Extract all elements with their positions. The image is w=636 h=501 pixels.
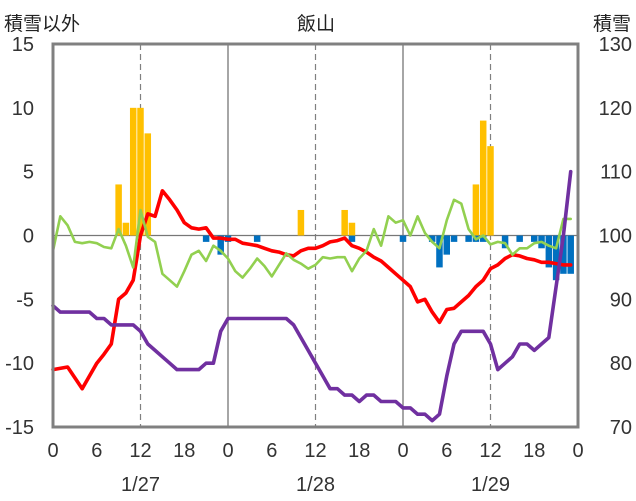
x-tick-label: 0 xyxy=(397,440,408,462)
y-tick-label-right: 100 xyxy=(599,226,632,248)
y-tick-label-right: 70 xyxy=(610,417,632,439)
y-tick-label-left: -5 xyxy=(16,289,34,311)
x-tick-label: 6 xyxy=(91,440,102,462)
day-labels: 1/27 1/28 1/29 xyxy=(121,474,510,496)
y-tick-label-left: 15 xyxy=(12,34,34,56)
y-tick-label-right: 120 xyxy=(599,98,632,120)
y-tick-label-right: 90 xyxy=(610,289,632,311)
snowfall-bar xyxy=(129,107,137,236)
snow-change-bar xyxy=(545,235,553,268)
snowfall-bar xyxy=(479,120,487,236)
y-tick-label-left: 10 xyxy=(12,98,34,120)
snow-change-bar xyxy=(217,235,224,255)
depth-series-line xyxy=(51,169,573,423)
temp-series-line xyxy=(51,189,573,391)
x-tick-label: 0 xyxy=(572,440,583,462)
snow-change-bar xyxy=(552,235,560,281)
x-tick-label: 6 xyxy=(441,440,452,462)
snow-change-bar xyxy=(567,235,574,274)
snow-change-bar xyxy=(450,235,458,242)
snow-change-bar xyxy=(531,235,538,242)
snow-change-bar xyxy=(465,235,472,242)
day-label: 1/28 xyxy=(296,474,335,496)
snow-change-bar xyxy=(428,235,436,242)
snow-change-bar xyxy=(516,235,523,242)
x-tick-label: 12 xyxy=(129,440,151,462)
snowfall-bar xyxy=(115,184,122,236)
y-tick-label-right: 80 xyxy=(610,353,632,375)
x-tick-label: 18 xyxy=(173,440,195,462)
x-tick-label: 0 xyxy=(47,440,58,462)
snowfall-bar xyxy=(341,209,348,236)
snow-change-bar xyxy=(348,235,356,242)
snow-change-bars xyxy=(202,235,574,281)
snow-change-bar xyxy=(443,235,450,255)
chart-title: 飯山 xyxy=(297,13,335,35)
y-tick-label-right: 130 xyxy=(599,34,632,56)
y-tick-label-left: 0 xyxy=(23,226,34,248)
x-tick-label: 18 xyxy=(523,440,545,462)
snowfall-bar xyxy=(472,184,480,236)
snow-change-bar xyxy=(202,235,210,242)
snow-change-bar xyxy=(479,235,487,242)
y-tick-label-left: -15 xyxy=(5,417,34,439)
snowfall-bar xyxy=(348,222,356,236)
y-axis-label-right: 積雪 xyxy=(593,13,631,35)
snowfall-bar xyxy=(297,209,305,236)
y-axis-label-left: 積雪以外 xyxy=(4,13,80,35)
snow-change-bar xyxy=(436,235,443,268)
snow-change-bar xyxy=(253,235,261,242)
x-tick-label: 0 xyxy=(222,440,233,462)
x-tick-label: 6 xyxy=(266,440,277,462)
snowfall-bar xyxy=(137,107,144,236)
y-ticks-left: 15 10 5 0 -5 -10 -15 xyxy=(5,34,34,439)
snowfall-bar xyxy=(144,133,152,236)
day-label: 1/27 xyxy=(121,474,160,496)
y-tick-label-left: 5 xyxy=(23,162,34,184)
y-tick-label-left: -10 xyxy=(5,353,34,375)
day-label: 1/29 xyxy=(471,474,510,496)
green-series-line xyxy=(51,198,573,288)
x-ticks: 0 6 12 18 0 6 12 18 0 6 12 18 0 xyxy=(47,440,583,462)
snow-change-bar xyxy=(560,235,567,274)
snowfall-bar xyxy=(122,222,130,236)
snowfall-bar xyxy=(487,146,494,236)
y-tick-label-right: 110 xyxy=(600,162,632,184)
x-tick-label: 12 xyxy=(304,440,326,462)
x-tick-label: 12 xyxy=(479,440,501,462)
y-ticks-right: 130 120 110 100 90 80 70 xyxy=(599,34,632,439)
snowfall-bars xyxy=(115,107,494,236)
x-tick-label: 18 xyxy=(348,440,370,462)
series-lines xyxy=(51,169,573,423)
plot-frame xyxy=(51,42,580,429)
snow-change-bar xyxy=(399,235,407,242)
